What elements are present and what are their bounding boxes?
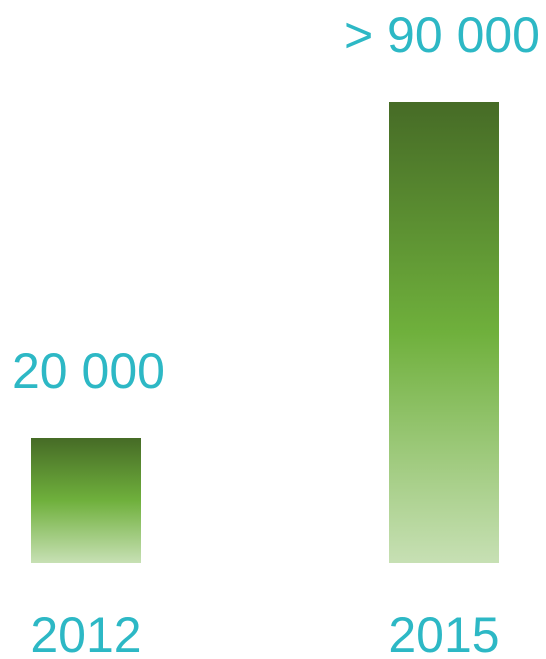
data-labels-group: 20 000 > 90 000: [12, 7, 540, 399]
bar-2012: [31, 438, 141, 563]
bar-2015: [389, 102, 499, 563]
bars-group: [31, 102, 499, 563]
data-label-2012: 20 000: [12, 343, 165, 399]
category-label-2015: 2015: [388, 607, 499, 659]
data-label-2015: > 90 000: [344, 7, 540, 63]
category-label-2012: 2012: [30, 607, 141, 659]
category-labels-group: 2012 2015: [30, 607, 499, 659]
